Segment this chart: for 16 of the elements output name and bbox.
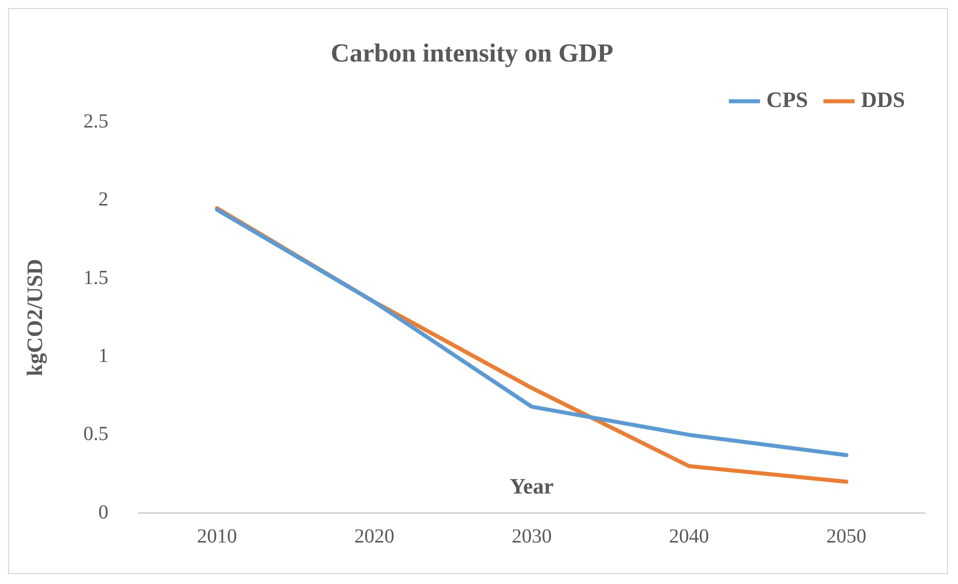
x-tick-label: 2030 [512, 525, 552, 548]
chart-title: Carbon intensity on GDP [330, 38, 614, 68]
y-tick-label: 1.5 [83, 266, 108, 289]
y-tick-label: 0 [98, 501, 108, 524]
x-tick-label: 2050 [826, 525, 866, 548]
x-tick-label: 2020 [354, 525, 394, 548]
y-tick-label: 1 [98, 344, 108, 367]
x-axis-title: Year [510, 474, 554, 499]
legend-label: DDS [860, 86, 906, 112]
y-tick-label: 0.5 [83, 423, 108, 446]
y-tick-label: 2 [98, 188, 108, 211]
y-tick-label: 2.5 [83, 110, 108, 132]
y-axis-title: kgCO2/USD [22, 258, 47, 376]
x-tick-label: 2040 [669, 525, 710, 548]
legend-label: CPS [766, 86, 808, 112]
x-tick-label: 2010 [197, 525, 238, 548]
